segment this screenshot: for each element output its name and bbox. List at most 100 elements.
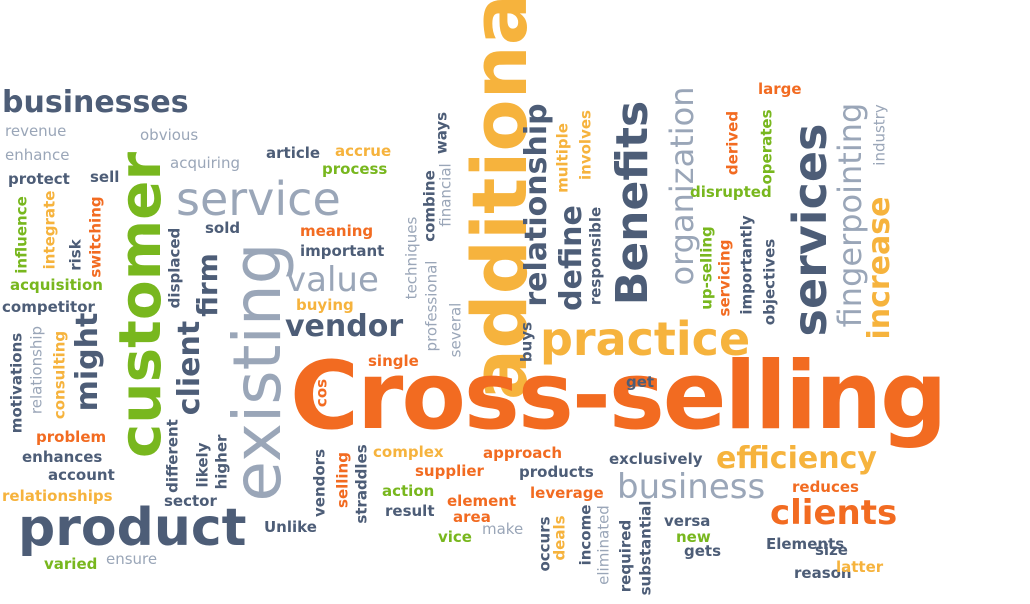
word-ways: ways xyxy=(432,111,451,155)
word-revenue: revenue xyxy=(5,122,67,140)
word-servicing: servicing xyxy=(715,239,734,317)
word-professional: professional xyxy=(422,260,441,352)
word-large: large xyxy=(758,80,802,98)
word-reduces: reduces xyxy=(792,478,859,496)
word-up-selling: up-selling xyxy=(697,226,716,310)
word-size: reason xyxy=(794,564,852,582)
word-substantial: versa xyxy=(664,512,711,530)
word-meaning: meaning xyxy=(300,222,374,240)
word-enhances: enhances xyxy=(22,448,103,466)
word-process: process xyxy=(322,160,388,178)
word-product: product xyxy=(18,498,247,558)
word-firm: firm xyxy=(191,253,224,317)
word-gets: Elements xyxy=(766,535,845,553)
word-increase: increase xyxy=(862,196,897,340)
word-income: eliminated xyxy=(594,505,613,585)
word-approach: approach xyxy=(483,444,562,462)
word-get: get xyxy=(626,373,655,391)
word-vendors: vendors xyxy=(310,449,329,517)
word-motivations: motivations xyxy=(7,332,26,434)
word-importantly: importantly xyxy=(737,215,756,315)
word-area: area xyxy=(453,508,491,526)
word-buying: buying xyxy=(296,296,354,314)
word-exclusively: exclusively xyxy=(609,450,703,468)
word-objectives: objectives xyxy=(760,238,779,326)
word-disrupted: disrupted xyxy=(690,183,772,201)
word-existing: existing xyxy=(219,242,296,502)
word-relationship-vertical: relationship xyxy=(519,103,554,307)
word-risk: risk xyxy=(66,239,85,271)
word-leverage: leverage xyxy=(530,484,604,502)
word-eliminated: required xyxy=(616,519,635,593)
word-problem: problem xyxy=(36,428,107,446)
word-accrue: accrue xyxy=(335,142,392,160)
word-enhance: enhance xyxy=(5,146,70,164)
word-different: different xyxy=(163,419,182,493)
word-sell: sell xyxy=(90,168,120,186)
word-acquisition: acquisition xyxy=(10,276,103,294)
word-complex: complex xyxy=(373,443,444,461)
word-services: services xyxy=(783,123,837,337)
word-element: element xyxy=(447,492,517,510)
word-involves: involves xyxy=(576,110,595,180)
word-cross-selling: Cross-selling xyxy=(290,342,947,451)
word-deals: income xyxy=(576,504,595,566)
word-action: action xyxy=(382,482,435,500)
word-sector: sector xyxy=(164,492,217,510)
word-latter: varied xyxy=(44,555,98,573)
word-multiple: multiple xyxy=(553,123,572,193)
word-business: business xyxy=(617,467,766,507)
word-result: result xyxy=(385,502,435,520)
word-important: important xyxy=(300,242,385,260)
word-sold: sold xyxy=(205,219,241,237)
word-financial: financial xyxy=(436,163,455,227)
word-integrate: integrate xyxy=(40,190,59,270)
word-switching: switching xyxy=(86,196,105,278)
word-displaced: displaced xyxy=(165,227,184,309)
word-operates: operates xyxy=(757,109,776,185)
word-benefits: Benefits xyxy=(607,100,658,306)
word-efficiency: efficiency xyxy=(716,441,877,476)
word-vice: vice xyxy=(438,528,472,546)
word-acquiring: acquiring xyxy=(170,154,240,172)
word-define: define xyxy=(554,205,589,311)
word-relationships: relationships xyxy=(2,487,113,505)
word-account: account xyxy=(48,466,115,484)
word-occurs: deals xyxy=(550,515,569,561)
word-higher: higher xyxy=(212,434,231,490)
word-protect: protect xyxy=(8,170,70,188)
word-influence: influence xyxy=(12,196,31,274)
word-varied: ensure xyxy=(106,550,158,568)
word-industry: industry xyxy=(870,104,889,166)
word-customer: customer xyxy=(106,151,174,459)
word-reason: latter xyxy=(836,558,884,576)
word-straddles: straddles xyxy=(352,444,371,524)
word-clients: clients xyxy=(770,493,898,533)
word-products: products xyxy=(519,463,594,481)
word-vendor: vendor xyxy=(285,309,404,344)
word-new: gets xyxy=(684,542,722,560)
word-elements: size xyxy=(815,541,848,559)
word-versa: new xyxy=(676,528,711,546)
word-client: client xyxy=(172,320,207,416)
word-techniques: techniques xyxy=(402,216,421,300)
word-article: article xyxy=(266,144,321,162)
word-businesses: businesses xyxy=(2,85,189,120)
word-practice: practice xyxy=(540,312,751,366)
word-obvious: obvious xyxy=(140,126,199,144)
word-might: might xyxy=(70,312,105,412)
word-required: substantial xyxy=(636,500,655,596)
word-likely: likely xyxy=(193,442,212,488)
word-make: make xyxy=(482,520,524,538)
word-consulting: consulting xyxy=(50,330,69,420)
word-combine: combine xyxy=(420,170,439,242)
word-responsible: responsible xyxy=(586,206,605,306)
word-competitor: competitor xyxy=(2,298,95,316)
word-selling: selling xyxy=(333,452,352,508)
word-relationship-small: relationship xyxy=(27,325,46,415)
word-unlike: Unlike xyxy=(264,518,317,536)
word-single: single xyxy=(368,352,419,370)
word-supplier: supplier xyxy=(415,462,484,480)
word-derived: derived xyxy=(723,110,742,176)
